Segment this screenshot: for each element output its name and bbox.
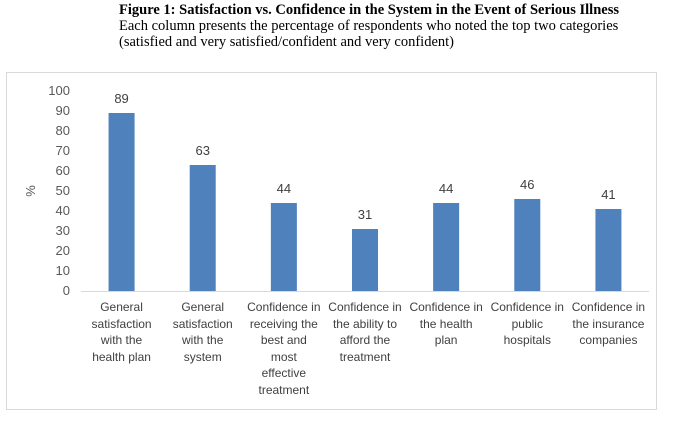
x-tick-label: Confidence in receiving the best and most ef… <box>242 299 326 398</box>
y-tick-label: 0 <box>63 283 70 298</box>
bar <box>514 199 541 291</box>
y-tick-label: 10 <box>56 263 70 278</box>
x-tick-label-line: hospitals <box>503 333 551 347</box>
x-tick-label-line: treatment <box>339 349 391 364</box>
bar <box>433 203 460 291</box>
x-tick-label-line: plan <box>434 333 458 347</box>
x-tick-label: Confidence in the insurance companies <box>566 299 650 349</box>
x-tick-label-line: treatment <box>258 382 310 397</box>
x-tick-label-line: the health <box>419 316 473 331</box>
bar <box>352 229 378 291</box>
figure-description-line-1: Each column presents the percentage of r… <box>119 18 619 34</box>
data-label: 46 <box>520 177 534 192</box>
x-tick-label-line: system <box>183 349 222 364</box>
x-tick-label-line: with the <box>182 333 224 347</box>
bar <box>270 203 297 291</box>
x-tick-label-line: public <box>511 316 543 331</box>
y-tick-label: 90 <box>56 103 70 118</box>
x-tick-label-line: Confidence in <box>571 300 646 314</box>
figure-caption: Figure 1: Satisfaction vs. Confidence in… <box>119 2 679 50</box>
x-tick-label-line: with the <box>100 333 143 347</box>
y-tick-label: 50 <box>56 183 70 198</box>
x-tick-label-line: Confidence in <box>247 300 321 314</box>
x-tick-label: Confidence in the ability to afford the tre… <box>323 299 407 365</box>
bar <box>595 209 622 291</box>
data-label: 44 <box>439 181 453 196</box>
data-label: 89 <box>114 91 128 106</box>
x-tick-label: Confidence in the health plan <box>404 299 488 349</box>
x-tick-label-line: receiving the <box>249 316 318 331</box>
x-tick-label: Confidence in public hospitals <box>485 299 569 349</box>
x-tick-label-line: most <box>270 349 297 364</box>
x-tick-label-line: General <box>181 300 225 314</box>
x-tick-label-line: satisfaction <box>172 316 233 331</box>
y-tick-label: 60 <box>56 163 70 178</box>
y-tick-label: 20 <box>56 243 70 258</box>
data-label: 41 <box>601 187 615 202</box>
data-label: 63 <box>195 143 209 158</box>
y-axis-label: % <box>23 185 38 197</box>
x-tick-label-line: companies <box>579 333 638 347</box>
x-tick-label-line: effective <box>261 366 307 380</box>
figure-title: Figure 1: Satisfaction vs. Confidence in… <box>119 2 619 18</box>
x-tick-label-line: the insurance <box>572 316 645 331</box>
data-label: 44 <box>277 181 291 196</box>
x-tick-label: General satisfaction with the health plan <box>80 299 164 365</box>
bar-chart: 0 10 20 30 40 50 60 70 80 90 100% 89 63 44 31 44 46 41 <box>23 83 649 298</box>
x-tick-label-line: Confidence in <box>490 300 564 314</box>
x-tick-label-line: Confidence in <box>409 300 483 314</box>
x-tick-label-line: afford the <box>339 333 391 347</box>
data-label: 31 <box>358 207 372 222</box>
x-tick-label-line: best and <box>260 333 307 347</box>
x-tick-label-line: health plan <box>92 349 151 364</box>
x-tick-label-line: the ability to <box>332 316 398 331</box>
x-tick-label: General satisfaction with the system <box>161 299 245 365</box>
chart-area: 0 10 20 30 40 50 60 70 80 90 100% 89 63 44 31 44 46 41 Ge… <box>6 72 657 410</box>
x-tick-label-line: satisfaction <box>91 316 152 331</box>
y-tick-label: 70 <box>56 143 70 158</box>
x-tick-label-line: Confidence in <box>328 300 402 314</box>
y-tick-label: 100 <box>48 83 70 98</box>
y-tick-label: 30 <box>56 223 70 238</box>
y-tick-label: 80 <box>56 123 70 138</box>
x-tick-label-line: General <box>100 300 143 314</box>
bar <box>108 113 135 291</box>
figure-description-line-2: (satisfied and very satisfied/confident … <box>119 34 454 50</box>
y-tick-label: 40 <box>56 203 70 218</box>
bar <box>189 165 216 291</box>
